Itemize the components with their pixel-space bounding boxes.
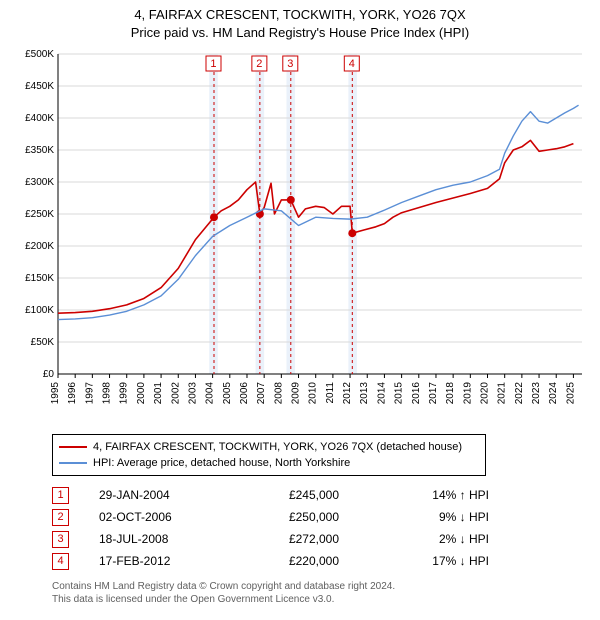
svg-text:1996: 1996 <box>67 382 78 405</box>
svg-text:2: 2 <box>256 58 262 70</box>
marker-box: 4 <box>52 553 69 570</box>
subtitle: Price paid vs. HM Land Registry's House … <box>10 24 590 42</box>
legend-swatch <box>59 462 87 464</box>
legend: 4, FAIRFAX CRESCENT, TOCKWITH, YORK, YO2… <box>52 434 486 476</box>
svg-text:£400K: £400K <box>25 113 54 124</box>
footer-line: Contains HM Land Registry data © Crown c… <box>52 580 590 593</box>
svg-text:2016: 2016 <box>411 382 422 405</box>
legend-item: HPI: Average price, detached house, Nort… <box>59 455 479 471</box>
svg-text:2012: 2012 <box>342 382 353 405</box>
table-row: 2 02-OCT-2006 £250,000 9% ↓ HPI <box>52 506 590 528</box>
svg-text:£200K: £200K <box>25 241 54 252</box>
svg-text:£0: £0 <box>43 369 55 380</box>
transaction-price: £245,000 <box>239 488 379 502</box>
svg-text:2001: 2001 <box>153 382 164 405</box>
svg-text:2024: 2024 <box>548 382 559 405</box>
svg-text:3: 3 <box>287 58 293 70</box>
marker-number: 2 <box>57 511 63 523</box>
legend-label: HPI: Average price, detached house, Nort… <box>93 457 350 469</box>
svg-text:2017: 2017 <box>428 382 439 405</box>
transaction-date: 18-JUL-2008 <box>99 532 239 546</box>
svg-text:£100K: £100K <box>25 305 54 316</box>
svg-text:£350K: £350K <box>25 145 54 156</box>
svg-text:2005: 2005 <box>222 382 233 405</box>
transaction-price: £250,000 <box>239 510 379 524</box>
table-row: 1 29-JAN-2004 £245,000 14% ↑ HPI <box>52 484 590 506</box>
svg-text:£500K: £500K <box>25 49 54 60</box>
table-row: 3 18-JUL-2008 £272,000 2% ↓ HPI <box>52 528 590 550</box>
svg-text:1995: 1995 <box>50 382 61 405</box>
svg-text:2021: 2021 <box>497 382 508 405</box>
marker-number: 4 <box>57 555 63 567</box>
svg-text:2014: 2014 <box>376 382 387 405</box>
svg-text:£50K: £50K <box>31 337 55 348</box>
svg-text:£150K: £150K <box>25 273 54 284</box>
transaction-price: £272,000 <box>239 532 379 546</box>
chart-svg: £0 £50K £100K £150K £200K £250K £300K £350K £400… <box>10 48 590 428</box>
marker-box: 3 <box>52 531 69 548</box>
svg-text:£450K: £450K <box>25 81 54 92</box>
svg-text:1997: 1997 <box>84 382 95 405</box>
svg-text:£300K: £300K <box>25 177 54 188</box>
svg-text:2013: 2013 <box>359 382 370 405</box>
transaction-date: 29-JAN-2004 <box>99 488 239 502</box>
transaction-diff: 9% ↓ HPI <box>379 510 489 524</box>
svg-text:1998: 1998 <box>102 382 113 405</box>
marker-box: 1 <box>52 487 69 504</box>
svg-text:2002: 2002 <box>170 382 181 405</box>
transaction-diff: 2% ↓ HPI <box>379 532 489 546</box>
transaction-price: £220,000 <box>239 554 379 568</box>
svg-text:2023: 2023 <box>531 382 542 405</box>
svg-text:2008: 2008 <box>273 382 284 405</box>
address-title: 4, FAIRFAX CRESCENT, TOCKWITH, YORK, YO2… <box>10 6 590 24</box>
legend-item: 4, FAIRFAX CRESCENT, TOCKWITH, YORK, YO2… <box>59 439 479 455</box>
legend-swatch <box>59 446 87 448</box>
transaction-date: 17-FEB-2012 <box>99 554 239 568</box>
legend-label: 4, FAIRFAX CRESCENT, TOCKWITH, YORK, YO2… <box>93 441 462 453</box>
svg-text:2003: 2003 <box>187 382 198 405</box>
svg-text:2015: 2015 <box>394 382 405 405</box>
svg-text:4: 4 <box>349 58 355 70</box>
transaction-diff: 17% ↓ HPI <box>379 554 489 568</box>
transaction-date: 02-OCT-2006 <box>99 510 239 524</box>
svg-text:2019: 2019 <box>462 382 473 405</box>
svg-text:£250K: £250K <box>25 209 54 220</box>
svg-text:2018: 2018 <box>445 382 456 405</box>
svg-text:2011: 2011 <box>325 382 336 404</box>
svg-text:2010: 2010 <box>308 382 319 405</box>
footer-line: This data is licensed under the Open Gov… <box>52 593 590 606</box>
svg-text:2006: 2006 <box>239 382 250 405</box>
svg-text:1: 1 <box>210 58 216 70</box>
transaction-diff: 14% ↑ HPI <box>379 488 489 502</box>
transactions-table: 1 29-JAN-2004 £245,000 14% ↑ HPI 2 02-OC… <box>52 484 590 572</box>
svg-text:2007: 2007 <box>256 382 267 405</box>
svg-text:2025: 2025 <box>565 382 576 405</box>
marker-number: 3 <box>57 533 63 545</box>
svg-text:2020: 2020 <box>480 382 491 405</box>
footer: Contains HM Land Registry data © Crown c… <box>52 580 590 606</box>
price-chart: £0 £50K £100K £150K £200K £250K £300K £350K £400… <box>10 48 590 428</box>
svg-text:2000: 2000 <box>136 382 147 405</box>
table-row: 4 17-FEB-2012 £220,000 17% ↓ HPI <box>52 550 590 572</box>
page: 4, FAIRFAX CRESCENT, TOCKWITH, YORK, YO2… <box>0 0 600 620</box>
svg-text:2009: 2009 <box>291 382 302 405</box>
svg-text:2022: 2022 <box>514 382 525 405</box>
svg-text:2004: 2004 <box>205 382 216 405</box>
svg-text:1999: 1999 <box>119 382 130 405</box>
marker-box: 2 <box>52 509 69 526</box>
marker-number: 1 <box>57 489 63 501</box>
